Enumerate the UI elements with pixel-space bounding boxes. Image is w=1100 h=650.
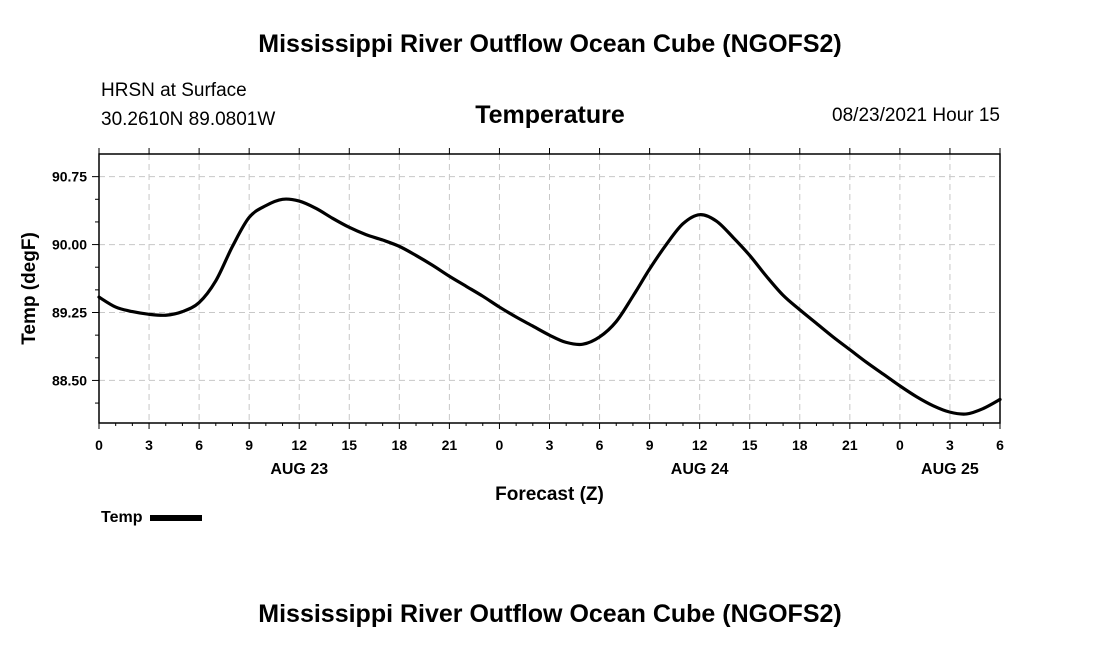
x-tick-label: 9 <box>646 437 654 453</box>
station-info: HRSN at Surface 30.2610N 89.0801W <box>101 76 275 134</box>
x-tick-label: 12 <box>291 437 307 453</box>
x-date-label: AUG 24 <box>671 461 729 478</box>
y-axis-label: Temp (degF) <box>19 232 40 345</box>
y-tick-label: 88.50 <box>52 372 87 388</box>
x-tick-label: 3 <box>546 437 554 453</box>
x-tick-label: 18 <box>392 437 408 453</box>
forecast-datetime: 08/23/2021 Hour 15 <box>832 105 1000 126</box>
chart-main-title: Mississippi River Outflow Ocean Cube (NG… <box>258 30 842 58</box>
x-tick-label: 0 <box>496 437 504 453</box>
legend: Temp <box>101 509 203 527</box>
x-date-label: AUG 23 <box>270 461 328 478</box>
x-axis-label: Forecast (Z) <box>495 484 604 505</box>
legend-label: Temp <box>101 509 143 526</box>
x-tick-label: 9 <box>245 437 253 453</box>
x-tick-label: 3 <box>145 437 153 453</box>
x-tick-label: 6 <box>996 437 1004 453</box>
x-tick-label: 0 <box>896 437 904 453</box>
x-tick-label: 6 <box>596 437 604 453</box>
x-tick-label: 3 <box>946 437 954 453</box>
x-tick-label: 15 <box>742 437 758 453</box>
legend-line-swatch <box>150 514 203 521</box>
series-line-temp <box>97 197 1002 416</box>
x-tick-label: 15 <box>341 437 357 453</box>
x-tick-label: 18 <box>792 437 808 453</box>
x-tick-label: 21 <box>442 437 458 453</box>
x-tick-label: 12 <box>692 437 708 453</box>
variable-title: Temperature <box>475 101 625 129</box>
y-tick-label: 89.25 <box>52 305 87 321</box>
station-name: HRSN at Surface <box>101 80 247 101</box>
y-tick-label: 90.00 <box>52 237 87 253</box>
y-tick-label: 90.75 <box>52 169 87 185</box>
x-tick-label: 6 <box>195 437 203 453</box>
x-date-label: AUG 25 <box>921 461 979 478</box>
footer-title: Mississippi River Outflow Ocean Cube (NG… <box>258 600 842 628</box>
x-tick-label: 21 <box>842 437 858 453</box>
station-coords: 30.2610N 89.0801W <box>101 109 276 130</box>
x-tick-label: 0 <box>95 437 103 453</box>
